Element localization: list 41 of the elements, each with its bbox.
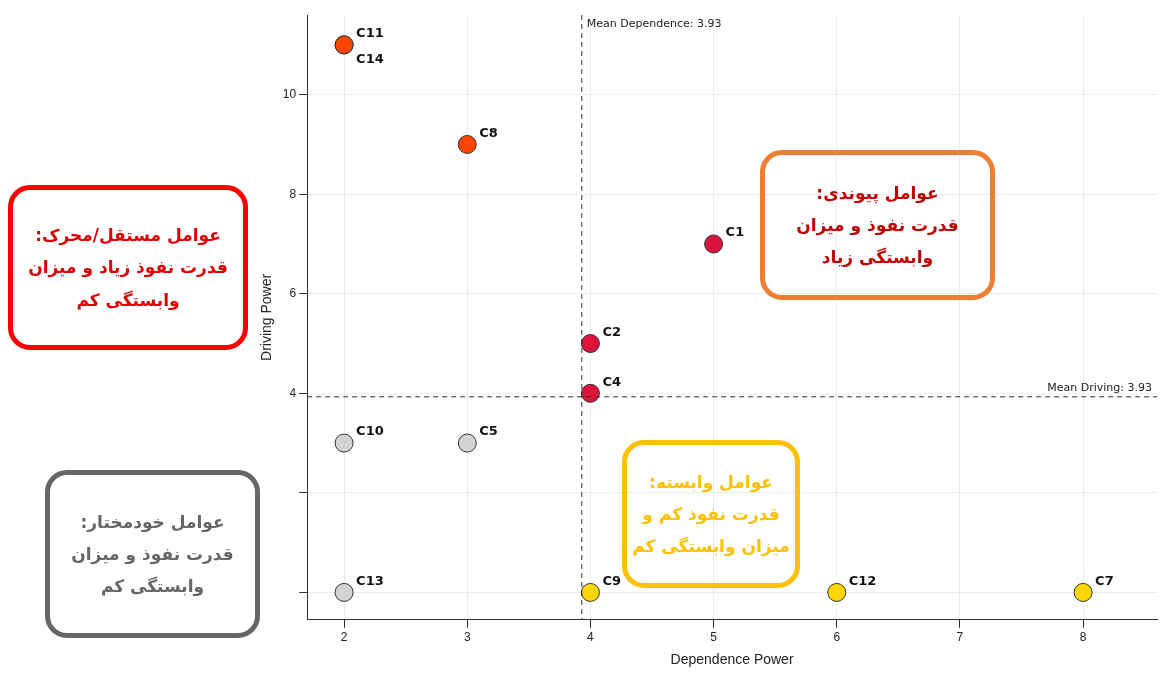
point [580,383,600,403]
point [827,582,847,602]
point [457,134,477,154]
y-tick-label: 8 [289,186,297,201]
data-label: C8 [479,124,498,140]
x-axis-title: Dependence Power [670,651,794,668]
point [580,334,600,354]
data-label: C5 [479,423,498,439]
y-tick-label: 4 [289,385,297,400]
annotation: عوامل وابسته: قدرت نفوذ کم و میزان وابستگی کم [622,440,800,588]
data-label: C11 [356,25,384,41]
data-label: C10 [356,423,384,439]
x-tick-label: 4 [587,630,595,645]
data-label: C9 [602,572,622,588]
x-tick-label: 3 [463,630,471,645]
point [580,582,600,602]
point [1073,582,1093,602]
point [704,234,724,254]
y-axis-title: Driving Power [258,273,275,361]
text: عوامل مستقل/محرک: قدرت نفوذ زیاد و میزان وابستگی کم [8,185,248,350]
data-label: C12 [848,572,877,588]
point [457,433,477,453]
x-tick-label: 5 [710,630,718,645]
text: عوامل خودمختار: قدرت نفوذ و میزان وابستگی کم [45,470,260,638]
x-tick-label: 7 [956,630,964,645]
ref-line-label: Mean Dependence: 3.93 [586,17,722,31]
x-tick-label: 6 [833,630,841,645]
data-label: C1 [725,224,745,240]
x-tick-label: 8 [1079,630,1087,645]
point [334,433,354,453]
y-tick-label: 10 [282,86,297,101]
annotation: عوامل پیوندی: قدرت نفوذ و میزان وابستگی زیاد [760,150,995,300]
data-label: C4 [602,373,622,389]
ref-line-label: Mean Driving: 3.93 [1047,381,1152,395]
data-label: C7 [1095,572,1114,588]
data-label: C13 [356,572,384,588]
data-label: C2 [602,323,622,339]
point [334,582,354,602]
y-tick-label: 6 [289,286,297,301]
x-tick-label: 2 [340,630,348,645]
data-label: C14 [356,51,384,67]
